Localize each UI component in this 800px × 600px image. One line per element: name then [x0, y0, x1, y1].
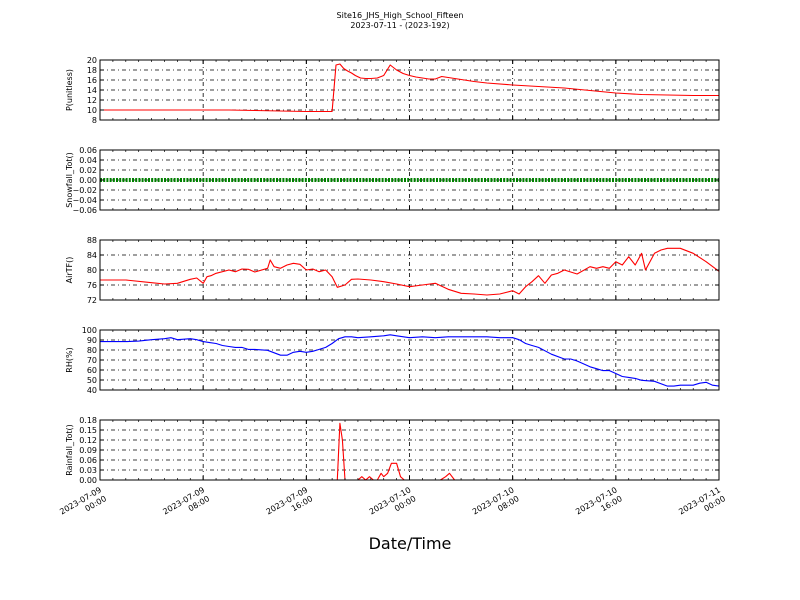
- series-line: [100, 247, 720, 296]
- y-tick-label: 16: [87, 76, 97, 85]
- series-line: [100, 334, 720, 387]
- y-tick-label: 0.03: [79, 466, 97, 475]
- chart-title: Site16_JHS_High_School_Fifteen: [336, 11, 464, 20]
- y-tick-label: 88: [87, 236, 97, 245]
- y-tick-label: 14: [87, 86, 97, 95]
- y-tick-label: 70: [87, 356, 97, 365]
- y-tick-label: 0.06: [79, 456, 97, 465]
- series-line: [100, 63, 719, 113]
- y-tick-label: 12: [87, 96, 97, 105]
- x-axis-label: Date/Time: [368, 534, 452, 553]
- y-tick-label: 40: [87, 386, 97, 395]
- y-axis-label: AirTF(): [65, 257, 74, 284]
- y-tick-label: 100: [82, 326, 97, 335]
- y-axis-label: P(unitless): [65, 69, 74, 111]
- y-axis-label: Snowfall_Tot(): [65, 152, 74, 208]
- y-tick-label: 0.04: [79, 156, 97, 165]
- y-tick-label: 8: [92, 116, 97, 125]
- y-tick-label: 0.15: [79, 426, 97, 435]
- y-tick-label: 20: [87, 56, 97, 65]
- y-tick-label: 0.00: [79, 176, 97, 185]
- y-tick-label: 72: [87, 296, 97, 305]
- y-tick-label: 0.06: [79, 146, 97, 155]
- y-tick-label: 0.12: [79, 436, 97, 445]
- y-tick-label: 0.02: [79, 166, 97, 175]
- y-tick-label: 80: [87, 266, 97, 275]
- y-tick-label: 76: [87, 281, 97, 290]
- y-tick-label: −0.02: [72, 186, 97, 195]
- y-tick-label: 0.18: [79, 416, 97, 425]
- chart-subtitle: 2023-07-11 - (2023-192): [350, 21, 450, 30]
- y-tick-label: 10: [87, 106, 97, 115]
- y-tick-label: −0.04: [72, 196, 97, 205]
- y-tick-label: 84: [87, 251, 97, 260]
- y-tick-label: 60: [87, 366, 97, 375]
- y-tick-label: 50: [87, 376, 97, 385]
- y-tick-label: 0.09: [79, 446, 97, 455]
- y-tick-label: −0.06: [72, 206, 97, 215]
- y-axis-label: RH(%): [65, 347, 74, 372]
- y-tick-label: 80: [87, 346, 97, 355]
- y-tick-label: 0.00: [79, 476, 97, 485]
- y-tick-label: 18: [87, 66, 97, 75]
- y-tick-label: 90: [87, 336, 97, 345]
- y-axis-label: Rainfall_Tot(): [65, 424, 74, 476]
